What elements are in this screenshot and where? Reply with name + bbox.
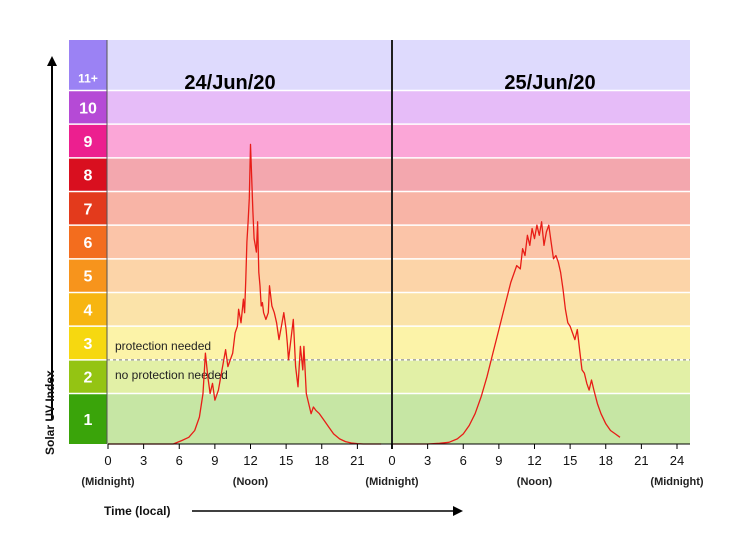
uv-band-swatch xyxy=(69,292,107,327)
uv-level-label: 5 xyxy=(84,269,93,286)
y-axis-arrowhead-icon xyxy=(47,56,57,66)
uv-level-label: 9 xyxy=(84,134,93,151)
uv-level-label: 11+ xyxy=(78,72,98,86)
time-marker-label: (Midnight) xyxy=(365,476,418,488)
uv-band-swatch xyxy=(69,258,107,293)
x-tick-label: 12 xyxy=(243,453,257,468)
protection-needed-label: protection needed xyxy=(115,339,211,353)
time-marker-label: (Noon) xyxy=(517,476,553,488)
time-marker-label: (Noon) xyxy=(233,476,269,488)
uv-band-swatch xyxy=(69,90,107,125)
uv-band-swatch xyxy=(69,40,107,91)
uv-band xyxy=(107,191,690,226)
uv-band xyxy=(107,326,690,360)
x-tick-label: 0 xyxy=(388,453,395,468)
uv-band-swatch xyxy=(69,393,107,444)
uv-band-swatch xyxy=(69,191,107,226)
x-tick-label: 3 xyxy=(424,453,431,468)
y-axis-label: Solar UV Index xyxy=(43,370,57,455)
uv-level-label: 8 xyxy=(84,168,93,185)
axes: 0 3 6 9 12 15 18 21(Midnight) (Noon)0 3 6 9 12 15 18 21… xyxy=(81,40,704,488)
x-tick-label: 15 xyxy=(563,453,577,468)
uv-band xyxy=(107,40,690,91)
uv-level-label: 7 xyxy=(84,201,93,218)
x-tick-label: 3 xyxy=(140,453,147,468)
x-axis-label: Time (local) xyxy=(104,504,170,518)
protection-threshold: protection needed no protection needed xyxy=(107,339,690,382)
x-tick-label: 21 xyxy=(634,453,648,468)
x-tick-label: 24 xyxy=(670,453,684,468)
time-marker-label: (Midnight) xyxy=(81,476,134,488)
uv-band-swatch xyxy=(69,225,107,259)
uv-series xyxy=(108,143,621,445)
uv-band-swatch xyxy=(69,359,107,394)
x-tick-label: 9 xyxy=(495,453,502,468)
time-marker-label: (Midnight) xyxy=(650,476,703,488)
x-axis-arrowhead-icon xyxy=(453,506,463,516)
uv-band xyxy=(107,393,690,444)
no-protection-needed-label: no protection needed xyxy=(115,368,228,382)
x-tick-label: 0 xyxy=(104,453,111,468)
x-tick-label: 18 xyxy=(599,453,613,468)
uv-band-swatch xyxy=(69,326,107,360)
uv-band xyxy=(107,258,690,293)
uv-bands xyxy=(69,40,690,444)
uv-band xyxy=(107,157,690,192)
x-tick-label: 18 xyxy=(315,453,329,468)
x-tick-label: 12 xyxy=(527,453,541,468)
uv-level-label: 4 xyxy=(84,302,93,319)
x-tick-label: 6 xyxy=(176,453,183,468)
x-tick-label: 6 xyxy=(460,453,467,468)
day-title-1: 24/Jun/20 xyxy=(184,72,275,94)
uv-level-label: 10 xyxy=(79,100,97,117)
uv-band-swatch xyxy=(69,124,107,158)
uv-band xyxy=(107,90,690,125)
uv-level-label: 1 xyxy=(84,412,93,429)
x-tick-label: 15 xyxy=(279,453,293,468)
x-tick-label: 21 xyxy=(350,453,364,468)
uv-scale-labels: 1 2 3 4 5 6 7 8 9 10 11+ xyxy=(78,72,98,429)
uv-band xyxy=(107,292,690,327)
uv-level-label: 6 xyxy=(84,235,93,252)
uv-band xyxy=(107,225,690,259)
x-tick-label: 9 xyxy=(211,453,218,468)
uv-index-line-day-1 xyxy=(108,143,382,445)
uv-level-label: 3 xyxy=(84,336,93,353)
uv-band-swatch xyxy=(69,157,107,192)
day-title-2: 25/Jun/20 xyxy=(504,72,595,94)
uv-index-line-day-2 xyxy=(392,221,621,445)
uv-band xyxy=(107,124,690,158)
uv-level-label: 2 xyxy=(84,370,93,387)
